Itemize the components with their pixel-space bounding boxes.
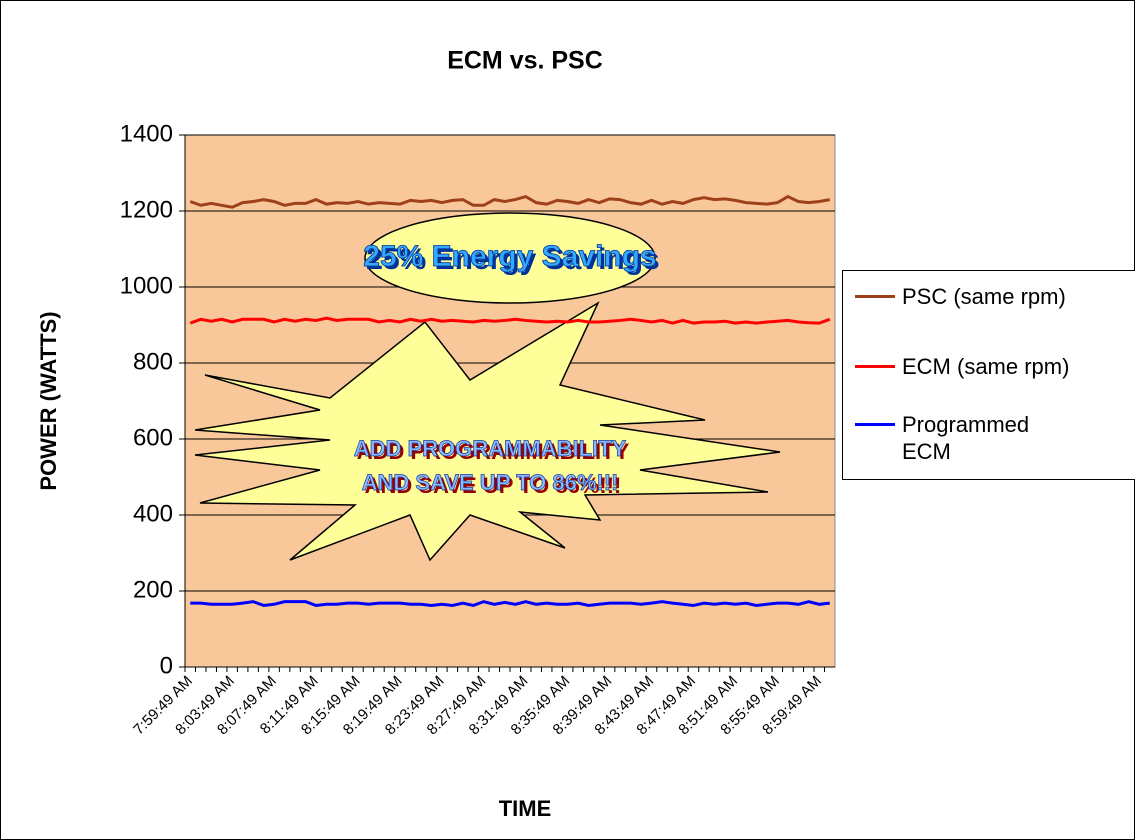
- y-tick-label: 400: [133, 500, 173, 527]
- legend-swatch: [855, 423, 895, 426]
- legend-label: ECM (same rpm): [902, 354, 1070, 379]
- chart-title: ECM vs. PSC: [447, 47, 603, 75]
- legend: PSC (same rpm) ECM (same rpm) Programmed E…: [842, 270, 1135, 480]
- series-line: [189, 194, 831, 209]
- x-axis-title: TIME: [499, 796, 552, 821]
- starburst: [194, 301, 781, 562]
- series-line: [189, 316, 831, 325]
- legend-label: PSC (same rpm): [902, 284, 1066, 309]
- annotation: 25% Energy Savings: [363, 240, 656, 273]
- y-tick-label: 600: [133, 424, 173, 451]
- callout-ellipse: [364, 212, 656, 304]
- y-tick-label: 1000: [120, 272, 173, 299]
- legend-label: Programmed ECM: [902, 412, 1030, 464]
- y-tick-label: 0: [160, 652, 173, 679]
- y-tick-label: 1200: [120, 196, 173, 223]
- y-axis-title: POWER (WATTS): [36, 311, 61, 490]
- legend-item: ECM (same rpm): [855, 353, 1076, 380]
- y-tick-label: 1400: [120, 120, 173, 147]
- annotation-shadow: AND SAVE UP TO 86%!!!: [365, 473, 622, 498]
- legend-item: Programmed ECM: [855, 411, 1076, 465]
- annotation: ADD PROGRAMMABILITY: [354, 436, 627, 461]
- series-line: [190, 600, 830, 607]
- annotation-shadow: ADD PROGRAMMABILITY: [357, 439, 630, 464]
- y-tick-label: 200: [133, 576, 173, 603]
- legend-swatch: [855, 365, 895, 368]
- legend-item: PSC (same rpm): [855, 283, 1076, 310]
- annotation: AND SAVE UP TO 86%!!!: [362, 470, 619, 495]
- y-tick-label: 800: [133, 348, 173, 375]
- legend-swatch: [855, 295, 895, 298]
- annotation-shadow: 25% Energy Savings: [366, 243, 659, 276]
